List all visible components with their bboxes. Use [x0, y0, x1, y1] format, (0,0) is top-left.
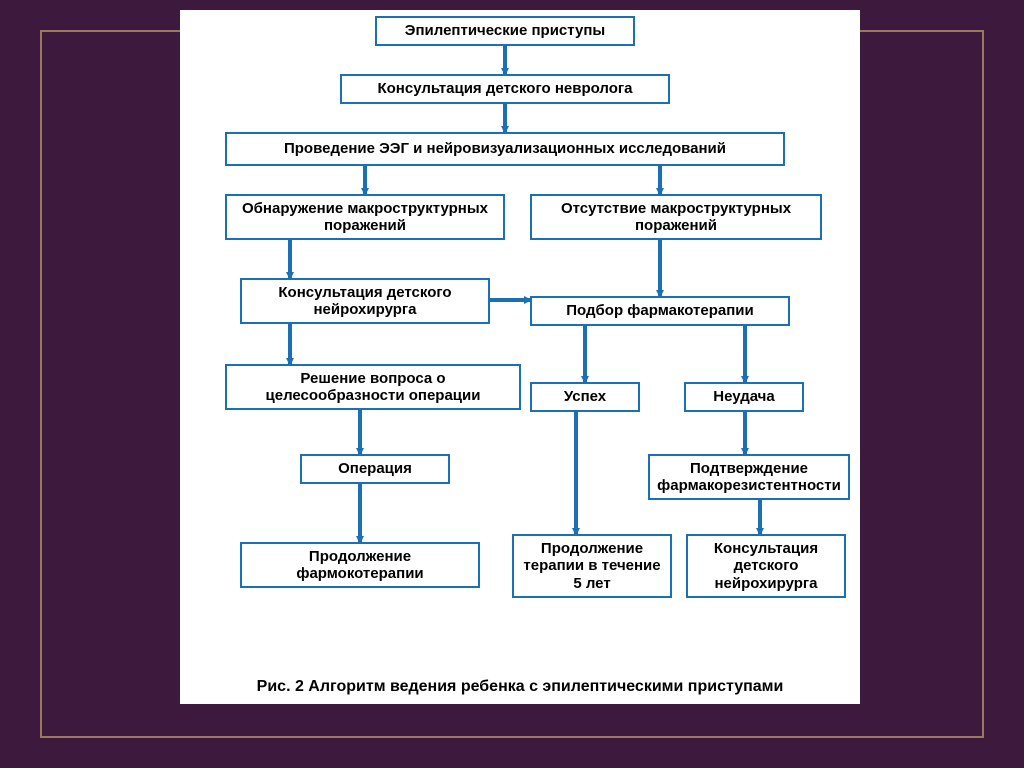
node-label: Продолжение терапии в течение 5 лет [520, 540, 664, 592]
node-neurologist-consult: Консультация детского невролога [340, 74, 670, 104]
node-failure: Неудача [684, 382, 804, 412]
node-label: Эпилептические приступы [405, 22, 605, 39]
node-label: Успех [564, 388, 606, 405]
node-label: Проведение ЭЭГ и нейровизуализационных и… [284, 140, 726, 157]
node-label: Обнаружение макроструктурных поражений [233, 200, 497, 235]
node-pharmacoresistance: Подтверждение фармакорезистентности [648, 454, 850, 500]
node-label: Решение вопроса о целесообразности опера… [233, 370, 513, 405]
node-label: Операция [338, 460, 412, 477]
node-lesions-detected: Обнаружение макроструктурных поражений [225, 194, 505, 240]
node-eeg-neuroimaging: Проведение ЭЭГ и нейровизуализационных и… [225, 132, 785, 166]
node-pharmacotherapy-select: Подбор фармакотерапии [530, 296, 790, 326]
node-label: Подбор фармакотерапии [566, 302, 754, 319]
node-success: Успех [530, 382, 640, 412]
node-operation: Операция [300, 454, 450, 484]
node-label: Продолжение фармокотерапии [248, 548, 472, 583]
node-epileptic-seizures: Эпилептические приступы [375, 16, 635, 46]
node-lesions-absent: Отсутствие макроструктурных поражений [530, 194, 822, 240]
figure-caption: Рис. 2 Алгоритм ведения ребенка с эпилеп… [180, 678, 860, 696]
node-label: Неудача [713, 388, 775, 405]
flowchart-canvas: Эпилептические приступы Консультация дет… [180, 10, 860, 704]
node-neurosurgeon-consult-1: Консультация детского нейрохирурга [240, 278, 490, 324]
arrows-layer [180, 10, 860, 704]
node-continue-pharmaco: Продолжение фармокотерапии [240, 542, 480, 588]
node-label: Отсутствие макроструктурных поражений [538, 200, 814, 235]
node-neurosurgeon-consult-2: Консультация детского нейрохирурга [686, 534, 846, 598]
node-label: Консультация детского невролога [377, 80, 632, 97]
node-label: Подтверждение фармакорезистентности [656, 460, 842, 495]
node-label: Консультация детского нейрохирурга [694, 540, 838, 592]
node-label: Консультация детского нейрохирурга [248, 284, 482, 319]
node-continue-5-years: Продолжение терапии в течение 5 лет [512, 534, 672, 598]
node-surgery-decision: Решение вопроса о целесообразности опера… [225, 364, 521, 410]
